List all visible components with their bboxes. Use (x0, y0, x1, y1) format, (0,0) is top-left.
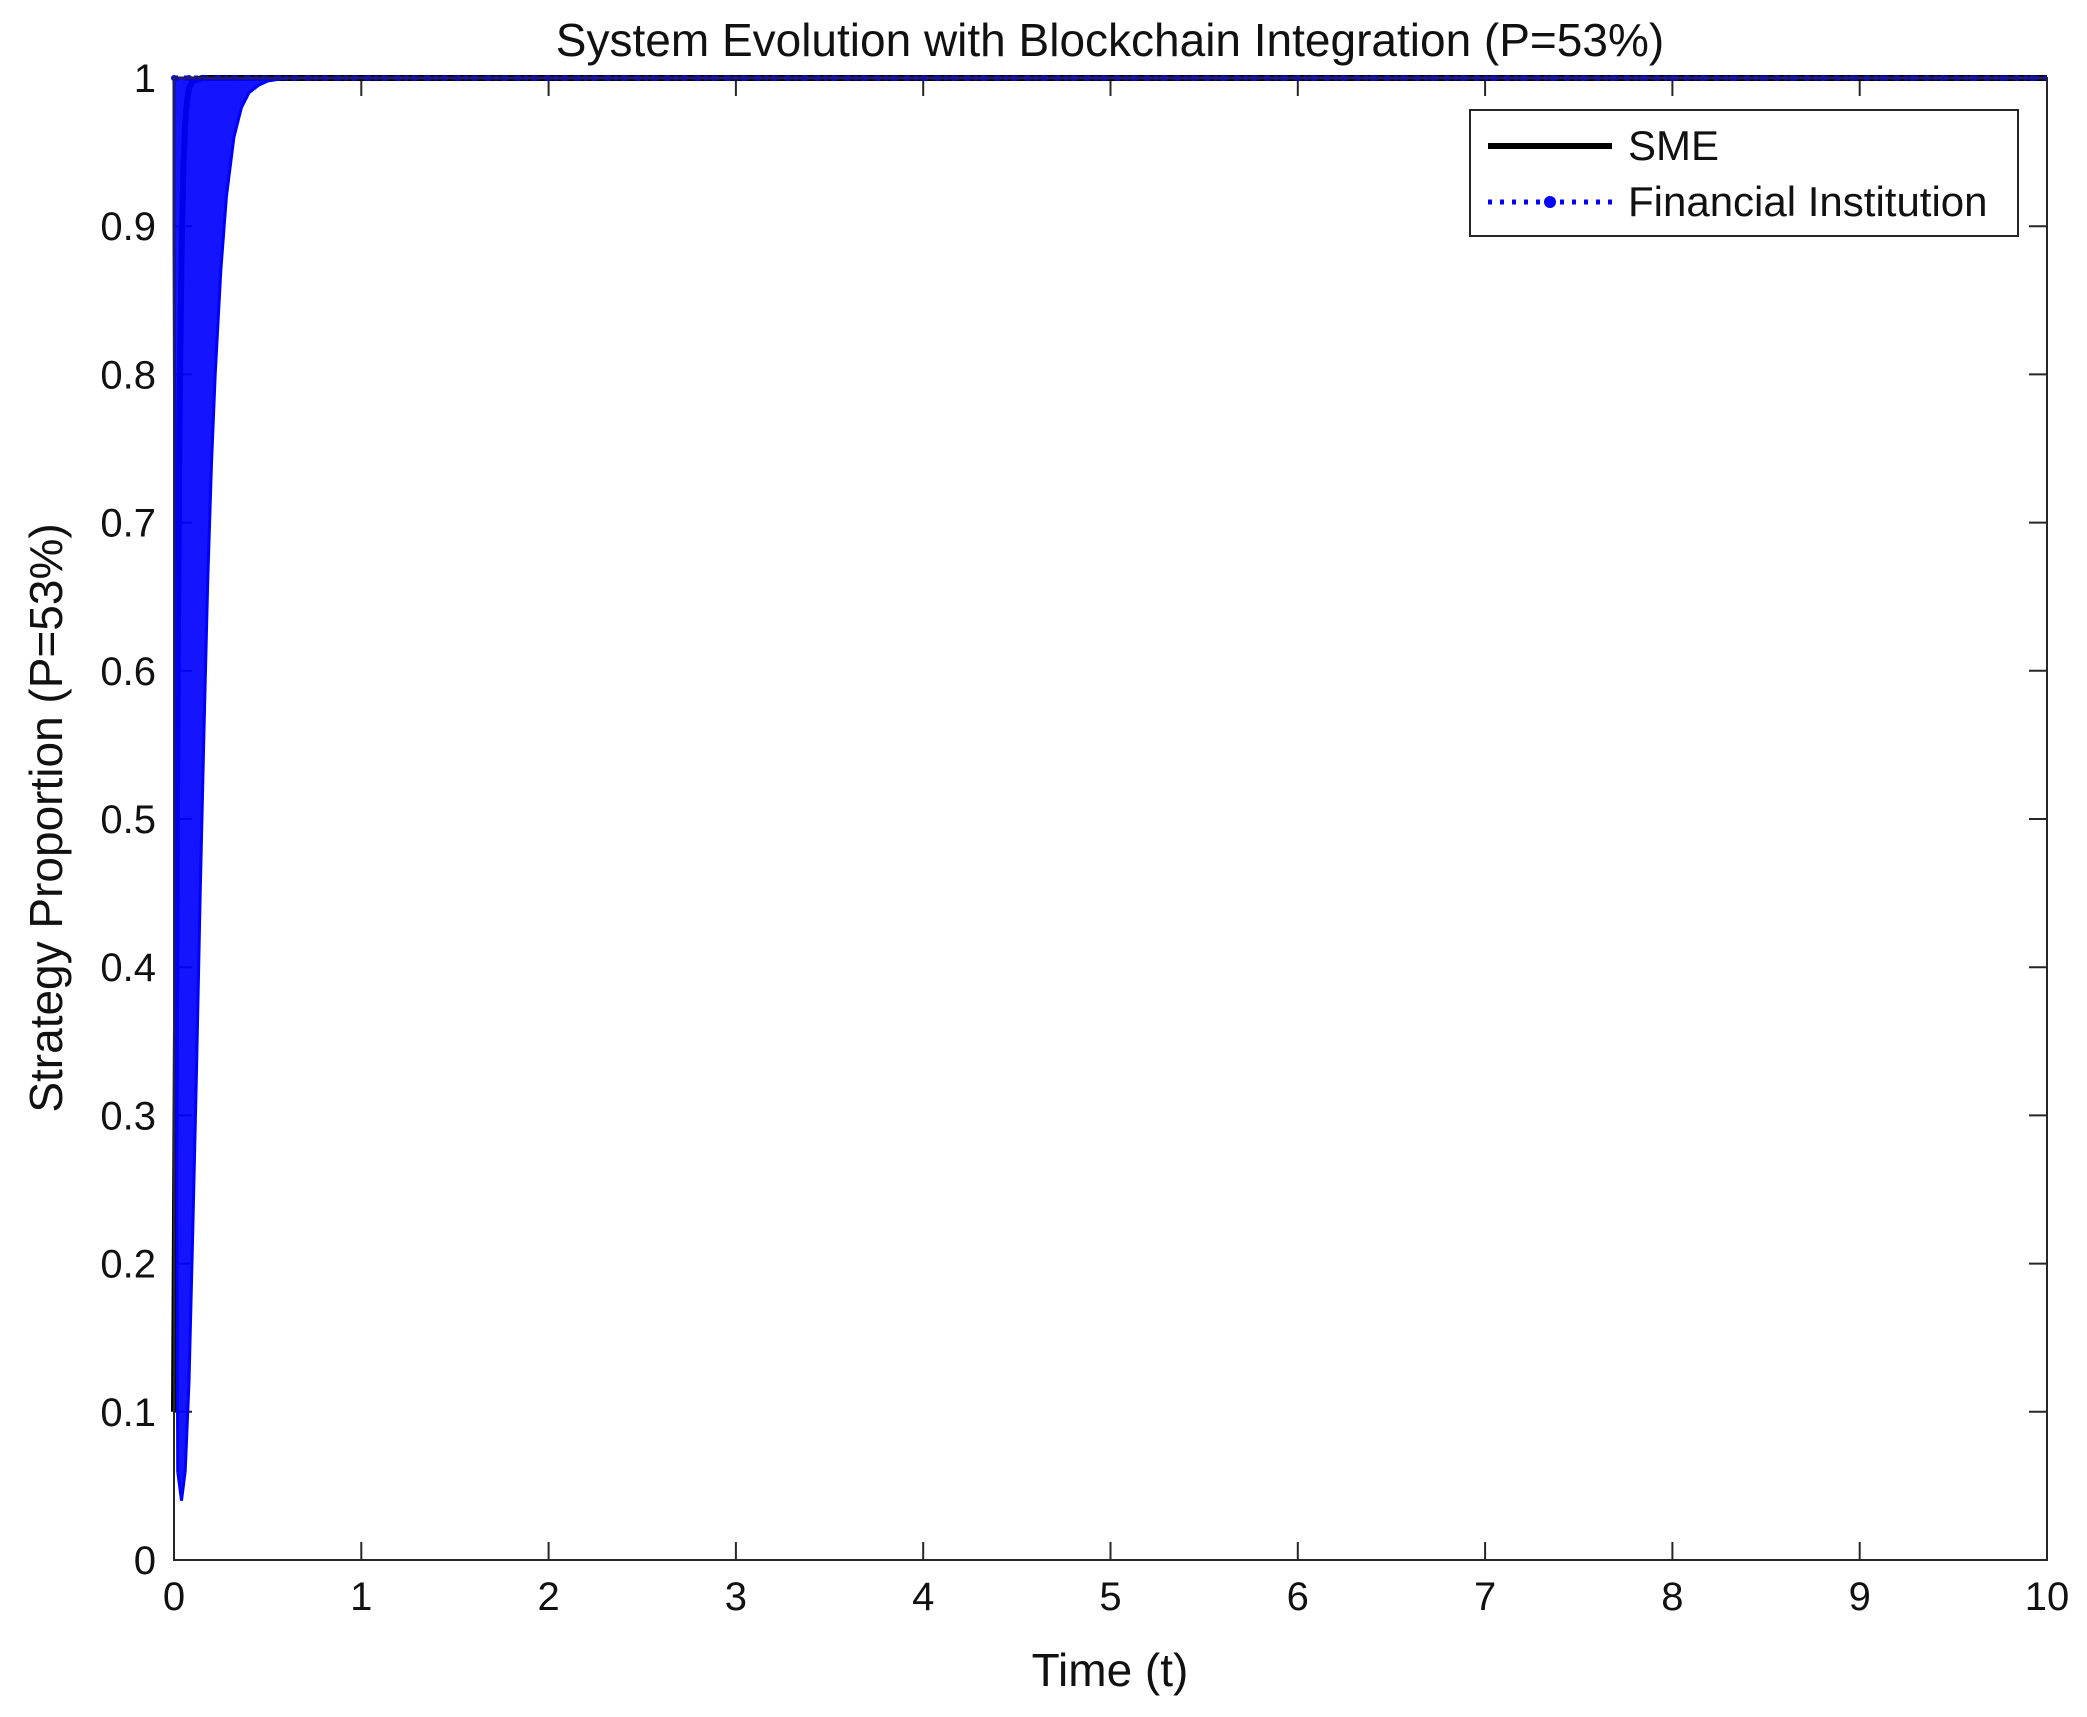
x-axis-label: Time (t) (1032, 1644, 1189, 1696)
y-tick-label: 0.8 (100, 353, 156, 397)
y-tick-label: 0.2 (100, 1243, 156, 1287)
y-axis-label: Strategy Proportion (P=53%) (20, 523, 72, 1112)
x-tick-label: 7 (1474, 1575, 1496, 1619)
x-tick-label: 4 (912, 1575, 934, 1619)
x-tick-label: 8 (1661, 1575, 1683, 1619)
plot-background (174, 78, 2047, 1560)
legend-label: Financial Institution (1628, 178, 1988, 225)
plot-area: 0 1 2 3 4 5 6 7 8 9 10 0 0.1 0.2 0.3 0.4 0.5 0.6 0.7 0.8 0.9… (100, 57, 2069, 1619)
y-tick-label: 0.9 (100, 205, 156, 249)
y-tick-label: 0.6 (100, 650, 156, 694)
x-tick-label: 3 (725, 1575, 747, 1619)
x-tick-label: 0 (163, 1575, 185, 1619)
legend-box (1469, 109, 2019, 237)
plot-frame (173, 77, 2048, 1561)
y-tick-label: 0.5 (100, 798, 156, 842)
x-tick-label: 9 (1849, 1575, 1871, 1619)
x-tick-label: 1 (350, 1575, 372, 1619)
y-tick-label: 0.3 (100, 1094, 156, 1138)
x-tick-label: 5 (1099, 1575, 1121, 1619)
y-tick-label: 0.7 (100, 502, 156, 546)
x-tick-label: 10 (2025, 1575, 2070, 1619)
y-tick-label: 0.1 (100, 1391, 156, 1435)
x-tick-label: 6 (1287, 1575, 1309, 1619)
y-tick-label: 0.4 (100, 946, 156, 990)
x-tick-label: 2 (537, 1575, 559, 1619)
chart-title: System Evolution with Blockchain Integra… (556, 14, 1664, 66)
legend: SME Financial Institution (1469, 109, 2019, 237)
legend-marker-financial-institution (1544, 196, 1556, 208)
y-tick-label: 1 (134, 57, 156, 101)
legend-label: SME (1628, 122, 1719, 169)
y-tick-label: 0 (134, 1539, 156, 1583)
